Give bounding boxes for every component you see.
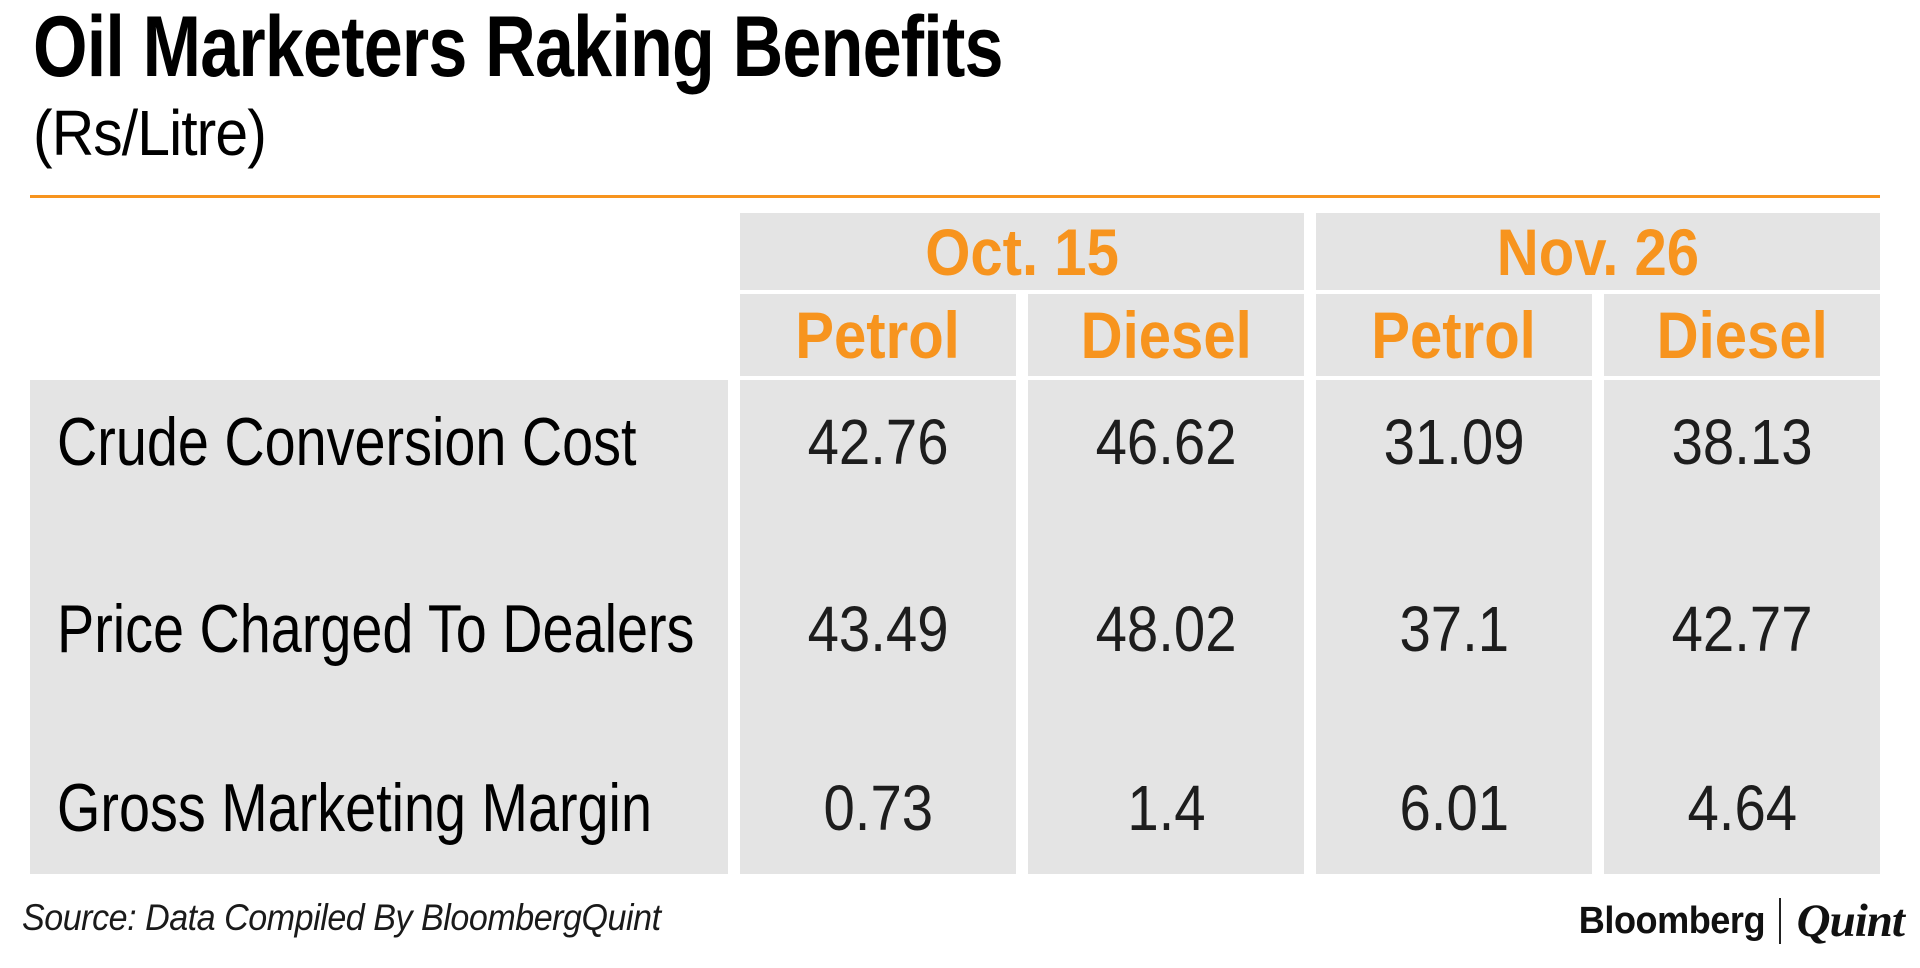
table-cell: 31.09 <box>1383 406 1525 479</box>
data-column-nov-diesel: 38.13 42.77 4.64 <box>1604 380 1880 874</box>
column-header-oct-diesel: Diesel <box>1028 294 1304 376</box>
bloombergquint-logo: Bloomberg Quint <box>1569 894 1905 948</box>
unit-subtitle: (Rs/Litre) <box>33 97 267 169</box>
table-cell: 42.77 <box>1671 593 1813 665</box>
column-group-label: Oct. 15 <box>925 214 1119 289</box>
table-cell: 46.62 <box>1095 406 1237 479</box>
quint-wordmark: Quint <box>1796 895 1905 947</box>
table-cell: 48.02 <box>1095 593 1237 665</box>
accent-divider <box>30 195 1880 198</box>
column-group-label: Nov. 26 <box>1496 214 1700 289</box>
table-cell: 0.73 <box>823 771 933 844</box>
column-header-nov-petrol: Petrol <box>1316 294 1592 376</box>
column-header-label: Petrol <box>795 298 961 372</box>
table-row-label: Price Charged To Dealers <box>57 591 695 667</box>
table-cell: 43.49 <box>807 593 949 665</box>
column-header-label: Diesel <box>1656 298 1828 372</box>
data-column-oct-diesel: 46.62 48.02 1.4 <box>1028 380 1304 874</box>
column-header-oct-petrol: Petrol <box>740 294 1016 376</box>
row-labels-column: Crude Conversion Cost Price Charged To D… <box>30 380 728 874</box>
table-cell: 38.13 <box>1671 406 1813 479</box>
table-cell: 42.76 <box>807 406 949 479</box>
logo-separator <box>1778 898 1781 944</box>
table-row-label: Gross Marketing Margin <box>57 769 652 846</box>
column-header-nov-diesel: Diesel <box>1604 294 1880 376</box>
table-cell: 6.01 <box>1399 771 1509 844</box>
source-note: Source: Data Compiled By BloombergQuint <box>22 897 661 938</box>
table-cell: 4.64 <box>1687 771 1797 844</box>
data-column-nov-petrol: 31.09 37.1 6.01 <box>1316 380 1592 874</box>
column-header-label: Petrol <box>1371 298 1537 372</box>
table-cell: 37.1 <box>1399 593 1509 665</box>
column-group-oct15: Oct. 15 <box>740 213 1304 290</box>
data-column-oct-petrol: 42.76 43.49 0.73 <box>740 380 1016 874</box>
page-title: Oil Marketers Raking Benefits <box>33 0 1003 95</box>
table-cell: 1.4 <box>1126 771 1206 844</box>
data-table: Oct. 15 Nov. 26 Petrol Diesel Petrol Die… <box>30 213 1880 874</box>
column-group-nov26: Nov. 26 <box>1316 213 1880 290</box>
column-header-label: Diesel <box>1080 298 1252 372</box>
bloomberg-wordmark: Bloomberg <box>1578 899 1765 942</box>
table-row-label: Crude Conversion Cost <box>57 404 637 481</box>
